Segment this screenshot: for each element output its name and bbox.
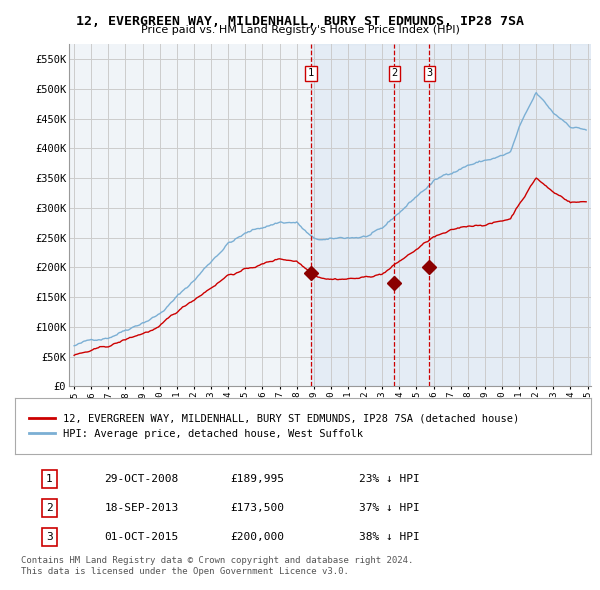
Text: £200,000: £200,000 [230,532,284,542]
Text: 12, EVERGREEN WAY, MILDENHALL, BURY ST EDMUNDS, IP28 7SA: 12, EVERGREEN WAY, MILDENHALL, BURY ST E… [76,15,524,28]
Text: 23% ↓ HPI: 23% ↓ HPI [359,474,420,484]
Text: Contains HM Land Registry data © Crown copyright and database right 2024.
This d: Contains HM Land Registry data © Crown c… [21,556,413,576]
Text: £173,500: £173,500 [230,503,284,513]
Text: 01-OCT-2015: 01-OCT-2015 [104,532,179,542]
Text: 1: 1 [46,474,53,484]
Legend: 12, EVERGREEN WAY, MILDENHALL, BURY ST EDMUNDS, IP28 7SA (detached house), HPI: : 12, EVERGREEN WAY, MILDENHALL, BURY ST E… [26,411,523,442]
Text: 1: 1 [308,68,314,78]
Text: £189,995: £189,995 [230,474,284,484]
Text: 2: 2 [46,503,53,513]
Text: 29-OCT-2008: 29-OCT-2008 [104,474,179,484]
Text: 2: 2 [391,68,397,78]
Text: 38% ↓ HPI: 38% ↓ HPI [359,532,420,542]
Bar [311,44,591,386]
Text: 3: 3 [426,68,433,78]
Text: 3: 3 [46,532,53,542]
Text: Price paid vs. HM Land Registry's House Price Index (HPI): Price paid vs. HM Land Registry's House … [140,25,460,35]
Text: 18-SEP-2013: 18-SEP-2013 [104,503,179,513]
Text: 37% ↓ HPI: 37% ↓ HPI [359,503,420,513]
